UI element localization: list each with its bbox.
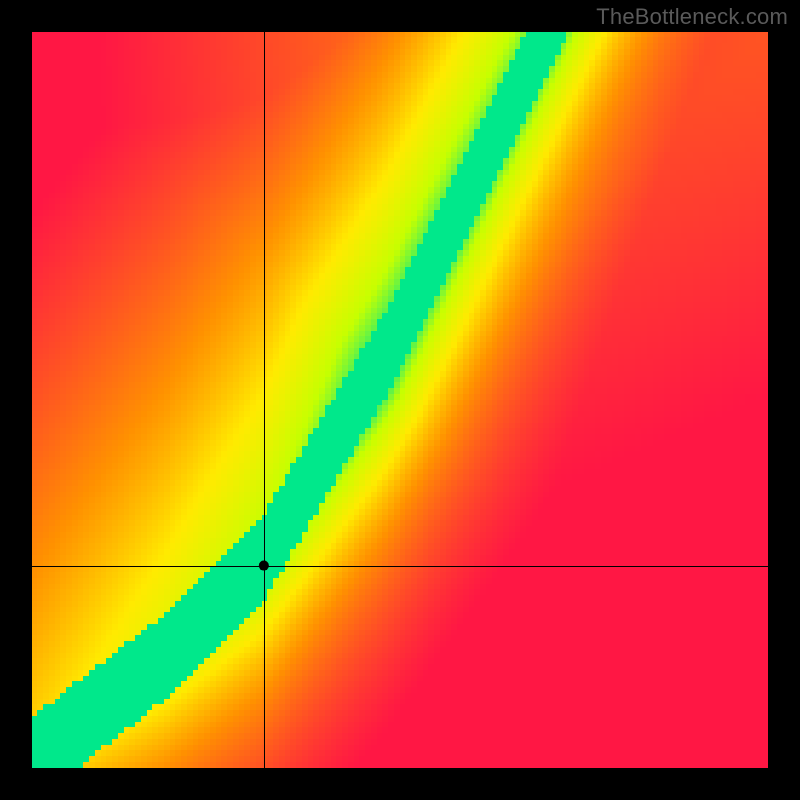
chart-frame: TheBottleneck.com: [0, 0, 800, 800]
heatmap-plot: [32, 32, 768, 768]
heatmap-canvas: [32, 32, 768, 768]
watermark-label: TheBottleneck.com: [596, 4, 788, 30]
